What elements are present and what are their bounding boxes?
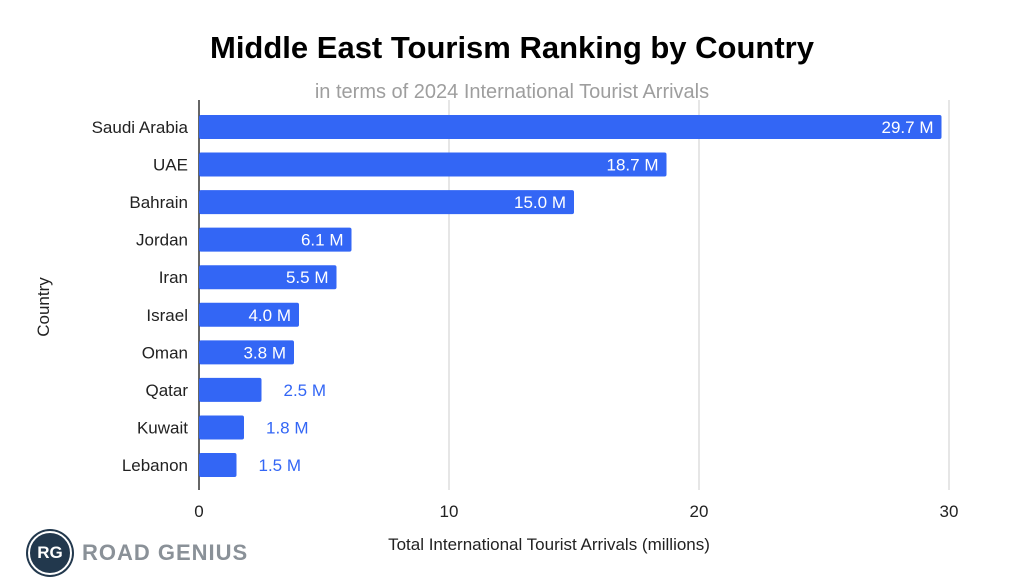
data-label: 15.0 M <box>514 193 566 212</box>
data-label: 1.5 M <box>259 456 302 475</box>
y-tick-label: Kuwait <box>137 418 188 437</box>
bar <box>199 415 244 440</box>
bar <box>199 377 262 402</box>
y-axis-title: Country <box>34 277 53 337</box>
chart-subtitle: in terms of 2024 International Tourist A… <box>314 81 710 103</box>
data-label: 3.8 M <box>243 343 286 362</box>
x-axis-title: Total International Tourist Arrivals (mi… <box>388 535 710 554</box>
bar <box>199 190 574 215</box>
y-tick-label: Oman <box>142 343 188 362</box>
x-tick-label: 30 <box>940 502 959 521</box>
bar <box>199 453 237 477</box>
bar <box>199 265 337 290</box>
logo-text: ROAD GENIUS <box>82 540 249 565</box>
data-label: 18.7 M <box>607 156 659 175</box>
chart-title: Middle East Tourism Ranking by Country <box>210 30 814 65</box>
road-genius-logo: RG ROAD GENIUS <box>28 531 248 575</box>
x-tick-label: 0 <box>194 502 203 521</box>
y-tick-label: Bahrain <box>129 193 188 212</box>
bar <box>199 115 942 139</box>
bar <box>199 152 667 177</box>
y-tick-label: Jordan <box>136 231 188 250</box>
y-tick-label: Lebanon <box>122 456 188 475</box>
logo-badge-icon: RG <box>28 531 72 575</box>
bar <box>199 302 299 327</box>
y-tick-label: UAE <box>153 156 188 175</box>
bar <box>199 227 352 252</box>
data-label: 1.8 M <box>266 418 309 437</box>
data-label: 4.0 M <box>248 306 291 325</box>
y-tick-label: Iran <box>159 268 188 287</box>
data-label: 2.5 M <box>284 381 327 400</box>
bar <box>199 340 294 365</box>
data-label: 6.1 M <box>301 231 344 250</box>
data-label: 5.5 M <box>286 268 329 287</box>
y-tick-label: Saudi Arabia <box>92 118 189 137</box>
data-label: 29.7 M <box>882 118 934 137</box>
y-tick-label: Qatar <box>145 381 188 400</box>
x-tick-label: 20 <box>690 502 709 521</box>
x-tick-label: 10 <box>440 502 459 521</box>
y-tick-label: Israel <box>146 306 188 325</box>
